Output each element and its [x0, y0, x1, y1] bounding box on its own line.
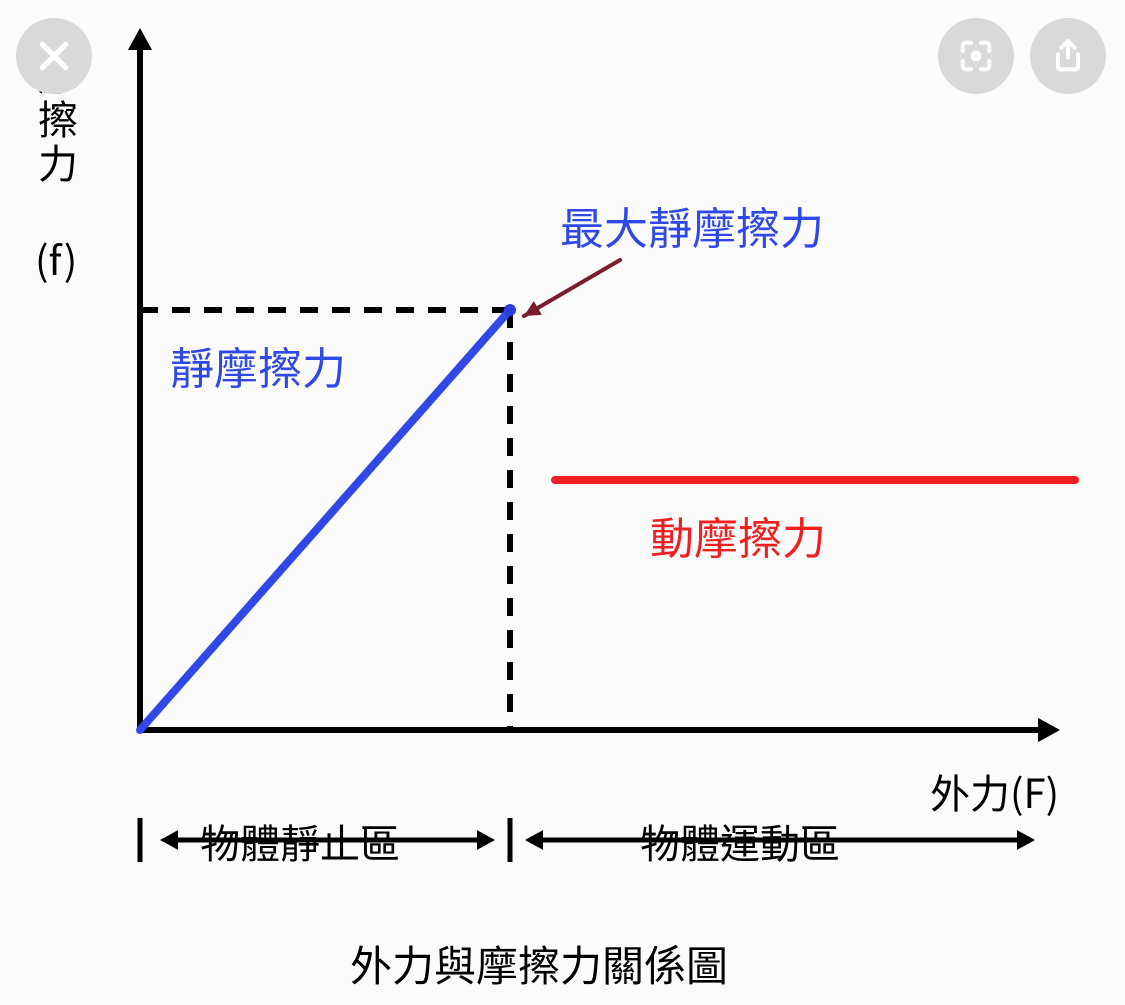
max-static-friction-label: 最大靜摩擦力	[560, 200, 824, 251]
y-axis-label-sub: (f)	[35, 235, 77, 281]
lens-icon	[956, 36, 996, 76]
share-icon	[1048, 36, 1088, 76]
lens-button[interactable]	[938, 18, 1014, 94]
chart-svg	[0, 0, 1125, 1005]
kinetic-friction-label: 動摩擦力	[650, 510, 826, 561]
close-button[interactable]	[16, 18, 92, 94]
static-region-label: 物體靜止區	[200, 818, 400, 864]
friction-chart	[0, 0, 1125, 1005]
x-axis-label: 外力(F)	[930, 768, 1059, 814]
chart-title: 外力與摩擦力關係圖	[350, 940, 728, 988]
moving-region-label: 物體運動區	[640, 818, 840, 864]
close-icon	[34, 36, 74, 76]
static-friction-label: 靜摩擦力	[170, 340, 346, 391]
share-button[interactable]	[1030, 18, 1106, 94]
